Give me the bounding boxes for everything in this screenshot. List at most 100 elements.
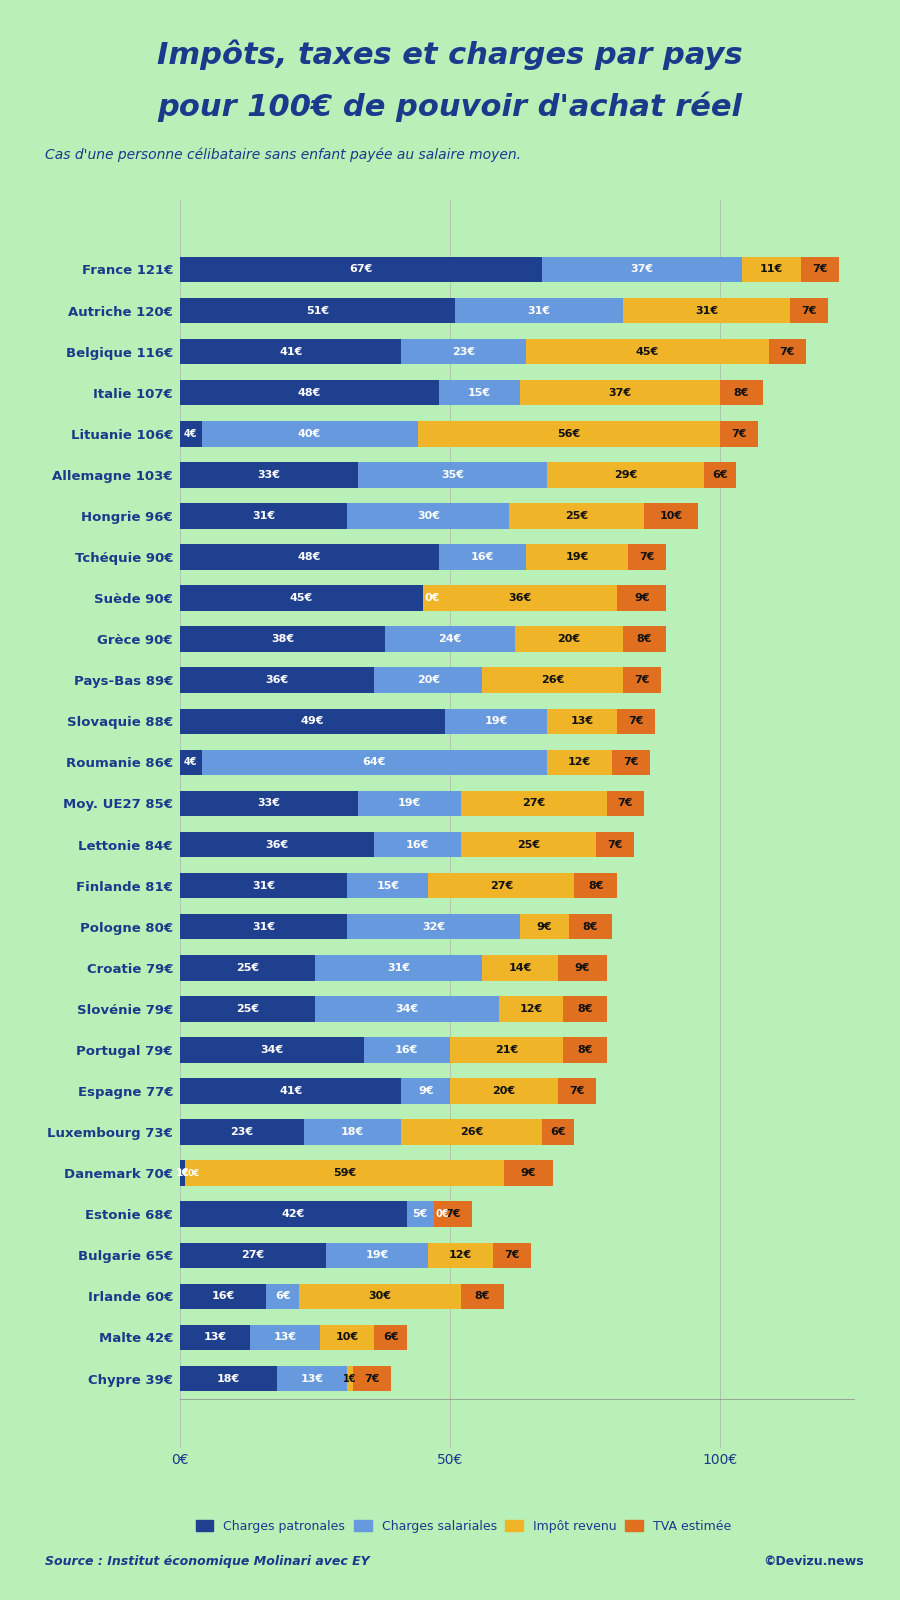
Text: 7€: 7€ [801, 306, 817, 315]
Bar [304, 1120, 401, 1146]
Text: 12€: 12€ [449, 1250, 473, 1261]
Text: Cas d'une personne célibataire sans enfant payée au salaire moyen.: Cas d'une personne célibataire sans enfa… [45, 147, 521, 162]
Text: 8€: 8€ [577, 1003, 593, 1014]
Text: 36€: 36€ [508, 594, 532, 603]
Bar [185, 1160, 504, 1186]
Bar [180, 914, 347, 939]
Text: 31€: 31€ [252, 510, 275, 522]
Bar [596, 832, 634, 858]
Bar [612, 750, 650, 774]
Text: 12€: 12€ [519, 1003, 543, 1014]
Text: 40€: 40€ [298, 429, 321, 438]
Text: 6€: 6€ [550, 1126, 566, 1138]
Text: 56€: 56€ [557, 429, 580, 438]
Text: 7€: 7€ [623, 757, 639, 768]
Text: ©Devizu.news: ©Devizu.news [763, 1555, 864, 1568]
Bar [450, 1078, 558, 1104]
Text: 9€: 9€ [418, 1086, 434, 1096]
Bar [547, 750, 612, 774]
Text: 25€: 25€ [236, 1003, 259, 1014]
Text: 15€: 15€ [468, 387, 491, 398]
Text: 23€: 23€ [452, 347, 475, 357]
Text: 7€: 7€ [812, 264, 828, 275]
Bar [720, 379, 763, 405]
Text: 0€: 0€ [425, 594, 440, 603]
Text: 32€: 32€ [422, 922, 446, 931]
Bar [180, 1325, 250, 1350]
Bar [515, 627, 623, 651]
Text: 10€: 10€ [336, 1333, 359, 1342]
Bar [623, 667, 661, 693]
Text: 7€: 7€ [639, 552, 655, 562]
Bar [347, 874, 428, 898]
Text: 7€: 7€ [634, 675, 650, 685]
Bar [180, 997, 315, 1021]
Text: 27€: 27€ [490, 880, 513, 891]
Bar [542, 256, 742, 282]
Bar [180, 790, 358, 816]
Text: 31€: 31€ [252, 922, 275, 931]
Bar [180, 1243, 326, 1269]
Bar [180, 1037, 364, 1062]
Text: 24€: 24€ [438, 634, 462, 645]
Text: 4€: 4€ [184, 429, 198, 438]
Bar [358, 462, 547, 488]
Bar [364, 1037, 450, 1062]
Text: 25€: 25€ [236, 963, 259, 973]
Bar [407, 1202, 434, 1227]
Bar [520, 379, 720, 405]
Text: 33€: 33€ [257, 798, 281, 808]
Text: 18€: 18€ [217, 1373, 240, 1384]
Bar [180, 1283, 266, 1309]
Bar [299, 1283, 461, 1309]
Text: 6€: 6€ [274, 1291, 291, 1301]
Text: 45€: 45€ [290, 594, 313, 603]
Bar [607, 790, 644, 816]
Text: 7€: 7€ [617, 798, 634, 808]
Bar [801, 256, 839, 282]
Text: 31€: 31€ [387, 963, 410, 973]
Bar [628, 544, 666, 570]
Text: 1€: 1€ [176, 1168, 189, 1178]
Text: 1€: 1€ [176, 1168, 189, 1178]
Bar [347, 914, 520, 939]
Bar [493, 1243, 531, 1269]
Bar [315, 997, 499, 1021]
Text: 26€: 26€ [541, 675, 564, 685]
Bar [347, 1366, 353, 1392]
Bar [180, 874, 347, 898]
Text: pour 100€ de pouvoir d'achat réel: pour 100€ de pouvoir d'achat réel [158, 91, 742, 122]
Text: 27€: 27€ [241, 1250, 265, 1261]
Text: 14€: 14€ [508, 963, 532, 973]
Text: 67€: 67€ [349, 264, 373, 275]
Text: 59€: 59€ [333, 1168, 356, 1178]
Text: 0€: 0€ [187, 1168, 200, 1178]
Text: 7€: 7€ [607, 840, 623, 850]
Text: Source : Institut économique Molinari avec EY: Source : Institut économique Molinari av… [45, 1555, 370, 1568]
Text: 6€: 6€ [712, 470, 728, 480]
Bar [180, 667, 374, 693]
Bar [574, 874, 617, 898]
Text: 19€: 19€ [365, 1250, 389, 1261]
Bar [434, 1202, 472, 1227]
Text: 11€: 11€ [760, 264, 783, 275]
Text: 8€: 8€ [734, 387, 750, 398]
Bar [504, 1160, 553, 1186]
Text: 31€: 31€ [252, 880, 275, 891]
Bar [180, 462, 358, 488]
Text: 1€: 1€ [344, 1373, 356, 1384]
Text: 18€: 18€ [341, 1126, 365, 1138]
Bar [401, 1120, 542, 1146]
Bar [617, 709, 655, 734]
Text: 51€: 51€ [306, 306, 329, 315]
Text: 48€: 48€ [298, 387, 321, 398]
Bar [423, 586, 617, 611]
Bar [180, 1366, 277, 1392]
Bar [558, 955, 607, 981]
Bar [266, 1283, 299, 1309]
Bar [769, 339, 806, 365]
Text: 13€: 13€ [571, 717, 594, 726]
Bar [347, 502, 509, 528]
Bar [180, 832, 374, 858]
Bar [315, 955, 482, 981]
